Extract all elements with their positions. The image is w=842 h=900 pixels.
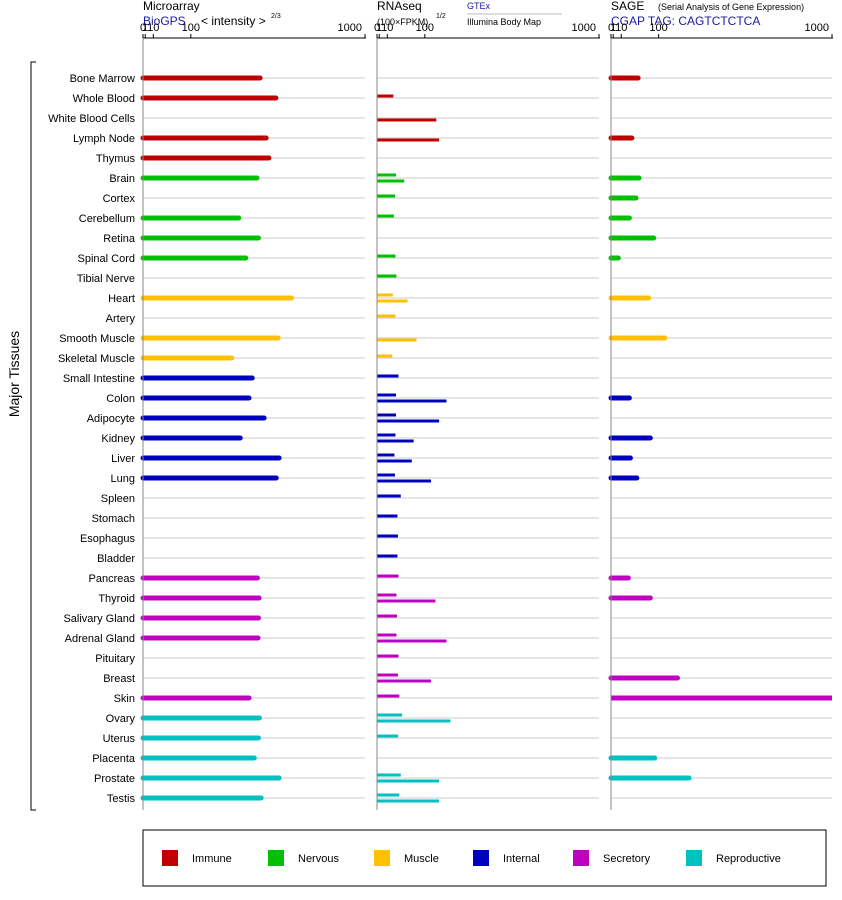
tick-label-rnaseq: 100 bbox=[416, 22, 434, 34]
tissue-label: Adrenal Gland bbox=[65, 633, 135, 645]
legend-label-secretory: Secretory bbox=[603, 853, 651, 865]
panel-title-microarray: Microarray bbox=[143, 0, 200, 13]
tissue-label: Ovary bbox=[106, 713, 136, 725]
legend-swatch-reproductive bbox=[686, 850, 702, 866]
tissue-label: Skin bbox=[114, 693, 135, 705]
tissue-label: Esophagus bbox=[80, 533, 136, 545]
tick-label-sage: 0 bbox=[608, 22, 614, 34]
tissue-label: Pancreas bbox=[89, 573, 136, 585]
legend-label-internal: Internal bbox=[503, 853, 540, 865]
tissue-label: Small Intestine bbox=[63, 373, 135, 385]
tissue-label: Whole Blood bbox=[73, 93, 135, 105]
tissue-label: Kidney bbox=[101, 433, 135, 445]
panel-subtitle-fpkm: (100×FPKM) bbox=[377, 17, 428, 27]
legend-label-immune: Immune bbox=[192, 853, 232, 865]
series-label-gtex: GTEx bbox=[467, 1, 491, 11]
tick-label-sage: 10 bbox=[615, 22, 627, 34]
legend-swatch-immune bbox=[162, 850, 178, 866]
tick-label-microarray: 1 bbox=[142, 22, 148, 34]
tissue-label: Cerebellum bbox=[79, 213, 135, 225]
legend-label-nervous: Nervous bbox=[298, 853, 339, 865]
tissue-label: Testis bbox=[107, 793, 136, 805]
tick-label-rnaseq: 1 bbox=[376, 22, 382, 34]
tissue-label: Spleen bbox=[101, 493, 135, 505]
tissue-label: Brain bbox=[109, 173, 135, 185]
legend-swatch-muscle bbox=[374, 850, 390, 866]
tissue-label: Placenta bbox=[92, 753, 136, 765]
scale-exponent-microarray: 2/3 bbox=[271, 13, 281, 20]
tissue-label: Liver bbox=[111, 453, 135, 465]
tissue-label: Prostate bbox=[94, 773, 135, 785]
tick-label-rnaseq: 0 bbox=[374, 22, 380, 34]
tissue-label: Stomach bbox=[92, 513, 135, 525]
legend-label-reproductive: Reproductive bbox=[716, 853, 781, 865]
legend-swatch-internal bbox=[473, 850, 489, 866]
tissue-label: Adipocyte bbox=[87, 413, 135, 425]
tissue-label: Thymus bbox=[96, 153, 136, 165]
tissue-label: Retina bbox=[103, 233, 136, 245]
tissue-label: Smooth Muscle bbox=[59, 333, 135, 345]
panel-title-note-sage: (Serial Analysis of Gene Expression) bbox=[658, 2, 804, 12]
tissue-label: Thyroid bbox=[98, 593, 135, 605]
tick-label-sage: 1 bbox=[610, 22, 616, 34]
tick-label-rnaseq: 10 bbox=[381, 22, 393, 34]
tissue-label: Salivary Gland bbox=[63, 613, 135, 625]
panel-subtitle-biogps: BioGPS bbox=[143, 14, 186, 28]
scale-note-intensity: < intensity > bbox=[201, 14, 266, 28]
tissue-label: Cortex bbox=[103, 193, 136, 205]
tissue-label: Skeletal Muscle bbox=[58, 353, 135, 365]
panel-subtitle-cgap: CGAP TAG: CAGTCTCTCA bbox=[611, 14, 760, 28]
tick-label-microarray: 10 bbox=[147, 22, 159, 34]
tick-label-microarray: 1000 bbox=[338, 22, 362, 34]
tissue-label: Heart bbox=[108, 293, 135, 305]
tick-label-sage: 1000 bbox=[805, 22, 829, 34]
legend-swatch-secretory bbox=[573, 850, 589, 866]
tissue-label: Tibial Nerve bbox=[77, 273, 135, 285]
tissue-label: Bladder bbox=[97, 553, 135, 565]
side-label-major-tissues: Major Tissues bbox=[6, 331, 22, 417]
tissue-label: Lung bbox=[111, 473, 135, 485]
legend-label-muscle: Muscle bbox=[404, 853, 439, 865]
tissue-label: Spinal Cord bbox=[78, 253, 135, 265]
tissue-label: Colon bbox=[106, 393, 135, 405]
tissue-label: Breast bbox=[103, 673, 135, 685]
tissue-label: Lymph Node bbox=[73, 133, 135, 145]
legend-swatch-nervous bbox=[268, 850, 284, 866]
tissue-bracket bbox=[30, 61, 36, 811]
tick-label-sage: 100 bbox=[649, 22, 667, 34]
scale-exponent-rnaseq: 1/2 bbox=[436, 13, 446, 20]
tissue-label: Pituitary bbox=[95, 653, 135, 665]
tick-label-microarray: 100 bbox=[182, 22, 200, 34]
tissue-label: Uterus bbox=[103, 733, 136, 745]
tissue-label: White Blood Cells bbox=[48, 113, 135, 125]
tissue-label: Bone Marrow bbox=[70, 73, 135, 85]
panel-title-rnaseq: RNAseq bbox=[377, 0, 422, 13]
series-label-illumina: Illumina Body Map bbox=[467, 17, 541, 27]
tick-label-microarray: 0 bbox=[140, 22, 146, 34]
tick-label-rnaseq: 1000 bbox=[572, 22, 596, 34]
panel-title-sage: SAGE bbox=[611, 0, 644, 13]
tissue-label: Artery bbox=[106, 313, 136, 325]
